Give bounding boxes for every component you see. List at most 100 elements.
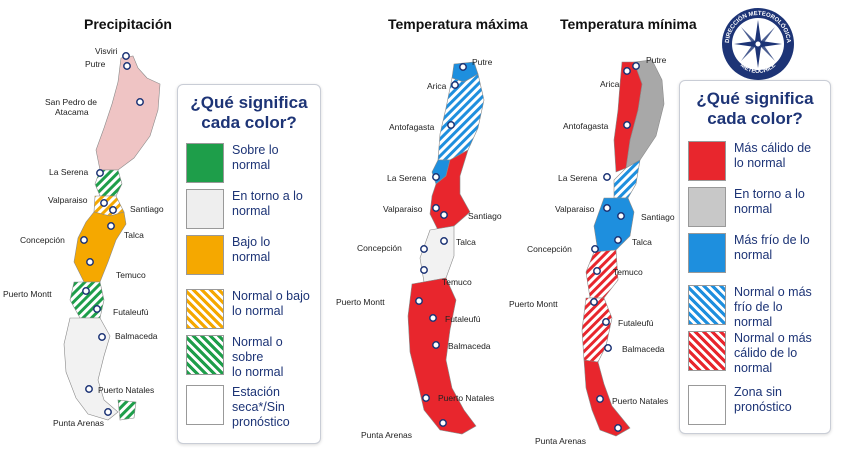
legend-item-colder: Más frío de lo normal (688, 233, 824, 279)
title-precipitation: Precipitación (84, 16, 172, 32)
legend-item-normal-or-below: Normal o bajo lo normal (186, 289, 314, 335)
legend-swatch (186, 289, 224, 329)
title-max-temperature: Temperatura máxima (388, 16, 528, 32)
city-san-pedro-line2: Atacama (55, 107, 89, 117)
legend-item-normal-or-colder: Normal o más frío de lo normal (688, 285, 824, 331)
city-punta-arenas: Punta Arenas (361, 430, 413, 440)
city-puerto-montt: Puerto Montt (336, 297, 385, 307)
city-concepcion: Concepción (20, 235, 65, 245)
legend-swatch (688, 285, 726, 325)
city-santiago: Santiago (641, 212, 675, 222)
city-temuco: Temuco (442, 277, 472, 287)
station-markers (80, 52, 640, 432)
legend-item-normal-or-warmer: Normal o más cálido de lo normal (688, 331, 824, 377)
legend-label: Bajo lo normal (232, 235, 271, 264)
legend-item-around-normal: En torno a lo normal (186, 189, 314, 235)
city-visviri: Visviri (95, 46, 118, 56)
city-puerto-montt: Puerto Montt (3, 289, 52, 299)
city-la-serena: La Serena (49, 167, 89, 177)
city-valparaiso: Valparaiso (555, 204, 595, 214)
legend-swatch (186, 235, 224, 275)
legend-item-warmer: Más cálido de lo normal (688, 141, 824, 187)
city-antofagasta: Antofagasta (389, 122, 435, 132)
city-antofagasta: Antofagasta (563, 121, 609, 131)
legend-swatch (688, 187, 726, 227)
legend-item-normal-or-above: Normal o sobre lo normal (186, 335, 314, 381)
title-min-temperature: Temperatura mínima (560, 16, 697, 32)
legend-item-no-forecast: Zona sin pronóstico (688, 385, 824, 431)
legend-label: Normal o más frío de lo normal (734, 285, 812, 329)
legend-swatch (688, 385, 726, 425)
legend-label: Estación seca*/Sin pronóstico (232, 385, 290, 429)
city-la-serena: La Serena (558, 173, 598, 183)
precipitation-map (63, 55, 161, 421)
legend-swatch (186, 385, 224, 425)
legend-label: Normal o bajo lo normal (232, 289, 310, 318)
precip-zone-aysen (63, 317, 119, 421)
legend-label: En torno a lo normal (734, 187, 805, 216)
legend-swatch (688, 141, 726, 181)
legend-label: Zona sin pronóstico (734, 385, 792, 414)
city-santiago: Santiago (130, 204, 164, 214)
legend-label: En torno a lo normal (232, 189, 303, 218)
city-santiago: Santiago (468, 211, 502, 221)
city-balmaceda: Balmaceda (622, 344, 665, 354)
temperature-legend: ¿Qué significa cada color? Más cálido de… (679, 80, 831, 434)
city-balmaceda: Balmaceda (115, 331, 158, 341)
precip-zone-north (95, 55, 161, 171)
meteochile-logo: DIRECCIÓN METEOROLÓGICA METEOCHILE (717, 6, 799, 82)
city-balmaceda: Balmaceda (448, 341, 491, 351)
tmax-map (407, 61, 485, 435)
legend-label: Sobre lo normal (232, 143, 279, 172)
legend-label: Normal o más cálido de lo normal (734, 331, 812, 375)
city-talca: Talca (124, 230, 144, 240)
tmin-zone-south-hatch (581, 297, 613, 363)
city-talca: Talca (456, 237, 476, 247)
legend-heading-line2: cada color? (201, 113, 297, 132)
logo-seal-icon: DIRECCIÓN METEOROLÓGICA METEOCHILE (722, 8, 794, 80)
city-futaleufu: Futaleufú (618, 318, 654, 328)
city-valparaiso: Valparaiso (383, 204, 423, 214)
legend-label: Normal o sobre lo normal (232, 335, 284, 379)
city-puerto-natales: Puerto Natales (612, 396, 669, 406)
legend-label: Más frío de lo normal (734, 233, 810, 262)
city-puerto-natales: Puerto Natales (438, 393, 495, 403)
city-talca: Talca (632, 237, 652, 247)
city-concepcion: Concepción (357, 243, 402, 253)
legend-label: Más cálido de lo normal (734, 141, 812, 170)
city-temuco: Temuco (613, 267, 643, 277)
city-punta-arenas: Punta Arenas (53, 418, 105, 428)
legend-swatch (186, 335, 224, 375)
legend-item-dry-season: Estación seca*/Sin pronóstico (186, 385, 314, 431)
city-valparaiso: Valparaiso (48, 195, 88, 205)
legend-heading-line1: ¿Qué significa (696, 89, 814, 108)
city-punta-arenas: Punta Arenas (535, 436, 587, 446)
legend-swatch (688, 331, 726, 371)
legend-swatch (688, 233, 726, 273)
city-futaleufu: Futaleufú (113, 307, 149, 317)
tmin-zone-central-blue (593, 197, 635, 253)
city-san-pedro-line1: San Pedro de (45, 97, 97, 107)
legend-item-below-normal: Bajo lo normal (186, 235, 314, 281)
city-putre: Putre (646, 55, 667, 65)
tmin-zone-south-red (583, 359, 631, 437)
tmin-map (581, 59, 665, 437)
legend-heading-line2: cada color? (707, 109, 803, 128)
legend-heading-line1: ¿Qué significa (190, 93, 308, 112)
legend-swatch (186, 189, 224, 229)
city-puerto-montt: Puerto Montt (509, 299, 558, 309)
city-temuco: Temuco (116, 270, 146, 280)
city-la-serena: La Serena (387, 173, 427, 183)
city-concepcion: Concepción (527, 244, 572, 254)
city-putre: Putre (472, 57, 493, 67)
city-arica: Arica (600, 79, 620, 89)
tmax-zone-central-red (429, 149, 471, 231)
precipitation-legend: ¿Qué significa cada color? Sobre lo norma… (177, 84, 321, 444)
city-arica: Arica (427, 81, 447, 91)
legend-item-around-normal: En torno a lo normal (688, 187, 824, 233)
city-putre: Putre (85, 59, 106, 69)
precip-zone-magallanes-east (117, 399, 137, 421)
city-futaleufu: Futaleufú (445, 314, 481, 324)
legend-swatch (186, 143, 224, 183)
